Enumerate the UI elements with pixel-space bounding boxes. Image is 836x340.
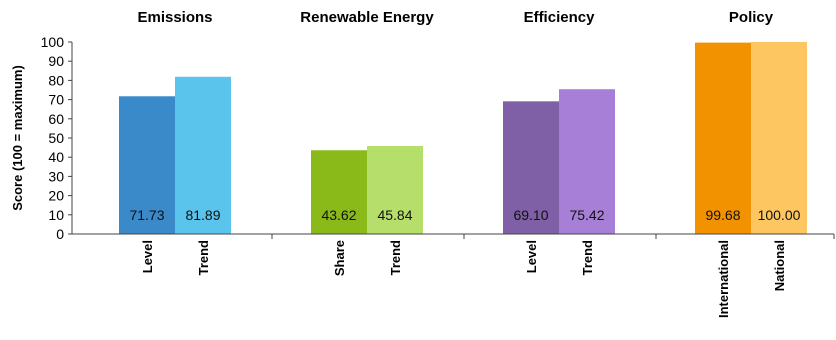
x-category-label: Trend bbox=[196, 240, 211, 275]
x-axis: Level Trend Share Trend Level Trend Internatio… bbox=[72, 233, 835, 318]
y-tick-label: 10 bbox=[48, 207, 64, 223]
x-category-label: International bbox=[716, 240, 731, 318]
group-title: Emissions bbox=[137, 9, 212, 26]
bar-value-label: 71.73 bbox=[129, 207, 164, 223]
bar bbox=[503, 101, 559, 234]
bar-value-label: 100.00 bbox=[758, 207, 801, 223]
bar-value-label: 69.10 bbox=[513, 207, 548, 223]
bars: 71.73 81.89 43.62 45.84 69.10 75.42 99.68 100.0… bbox=[119, 42, 807, 235]
y-axis-label: Score (100 = maximum) bbox=[10, 65, 25, 211]
bar bbox=[751, 42, 807, 234]
x-category-label: Trend bbox=[580, 240, 595, 275]
bar-value-label: 99.68 bbox=[705, 207, 740, 223]
group-title: Efficiency bbox=[524, 9, 596, 26]
group-title: Policy bbox=[729, 9, 774, 26]
y-tick-label: 20 bbox=[48, 188, 64, 204]
x-category-label: Level bbox=[140, 240, 155, 273]
bar-value-label: 43.62 bbox=[321, 207, 356, 223]
bar-value-label: 81.89 bbox=[185, 207, 220, 223]
y-tick-label: 80 bbox=[48, 72, 64, 88]
bar bbox=[119, 96, 175, 234]
bar bbox=[175, 76, 231, 234]
y-tick-label: 30 bbox=[48, 168, 64, 184]
x-category-label: Share bbox=[332, 240, 347, 276]
y-tick-label: 90 bbox=[48, 53, 64, 69]
y-tick-label: 50 bbox=[48, 130, 64, 146]
x-category-label: National bbox=[772, 240, 787, 291]
group-title: Renewable Energy bbox=[300, 9, 434, 26]
y-tick-label: 40 bbox=[48, 149, 64, 165]
bar bbox=[559, 89, 615, 234]
y-tick-label: 0 bbox=[56, 226, 64, 242]
y-tick-label: 60 bbox=[48, 111, 64, 127]
x-category-label: Trend bbox=[388, 240, 403, 275]
x-category-label: Level bbox=[524, 240, 539, 273]
bar-value-label: 45.84 bbox=[377, 207, 412, 223]
bar bbox=[311, 150, 367, 234]
y-tick-label: 70 bbox=[48, 92, 64, 108]
y-tick-label: 100 bbox=[41, 34, 65, 50]
group-titles: Emissions Renewable Energy Efficiency Polic… bbox=[137, 9, 773, 26]
y-axis: 0 10 20 30 40 50 60 70 80 90 100 bbox=[41, 34, 73, 242]
bar bbox=[367, 145, 423, 234]
bar bbox=[695, 42, 751, 235]
bar-value-label: 75.42 bbox=[569, 207, 604, 223]
